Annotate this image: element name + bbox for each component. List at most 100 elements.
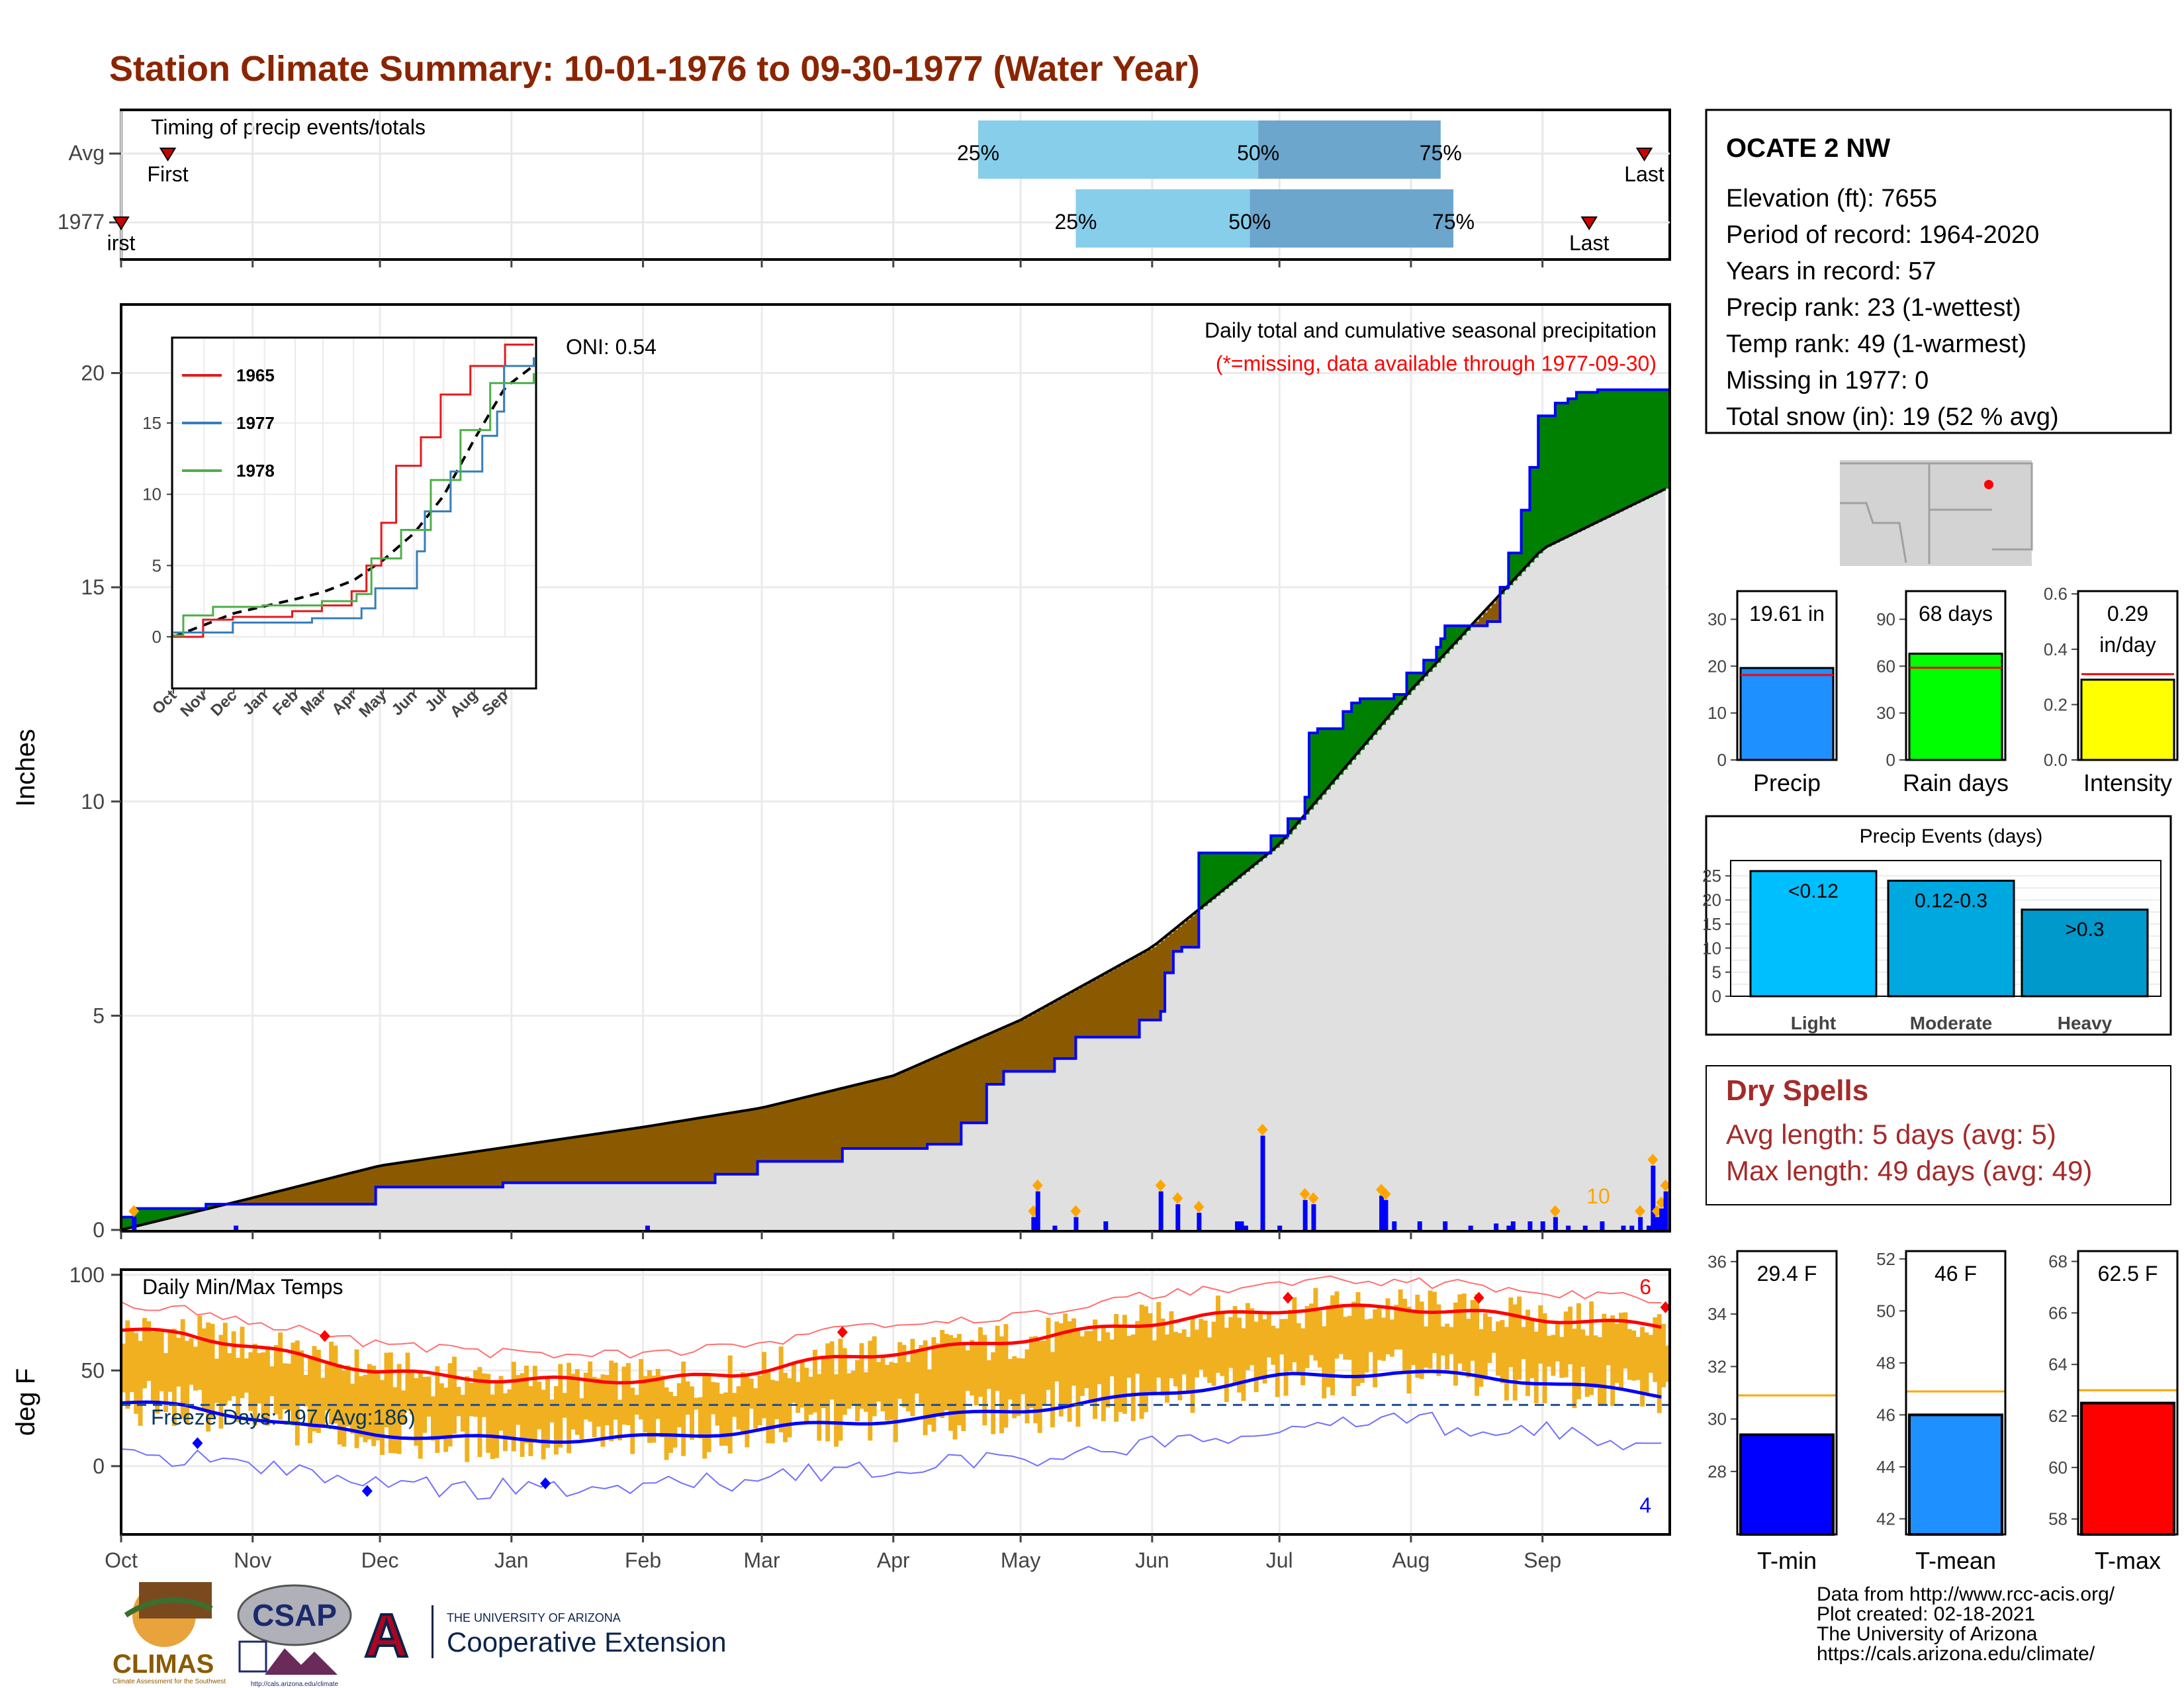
below-normal-band [846,1087,852,1149]
above-normal-band [1661,389,1666,491]
above-normal-band [1665,389,1670,489]
below-normal-band [872,1080,877,1149]
first-event-marker-icon [159,148,177,162]
below-normal-band [541,1142,546,1183]
daily-temp-range-bar [291,1342,296,1426]
daily-temp-range-bar [380,1380,385,1455]
inset-legend-label: 1965 [236,365,275,385]
heavy-event-marker-icon [1299,1188,1310,1200]
below-normal-band [690,1119,695,1183]
above-normal-band [1253,853,1259,865]
below-normal-band [850,1086,856,1149]
below-normal-band [974,1040,979,1123]
daily-precip-bar [1243,1225,1248,1230]
daily-precip-bar [1175,1204,1181,1230]
daily-temp-range-bar [1602,1313,1607,1406]
daily-temp-range-bar [1046,1317,1051,1390]
daily-temp-range-bar [1042,1340,1047,1406]
daily-temp-range-bar [477,1367,482,1458]
above-normal-band [1653,389,1658,495]
daily-temp-range-bar [944,1333,949,1411]
below-normal-band [698,1118,703,1183]
below-normal-band [549,1141,555,1183]
daily-temp-range-bar [952,1337,958,1440]
daily-temp-range-bar [588,1361,593,1422]
stat-ytick-label: 0 [1717,750,1727,770]
below-normal-band [1186,919,1191,947]
heavy-event-marker-icon [1070,1205,1081,1217]
daily-precip-bar [1651,1165,1656,1230]
daily-temp-range-bar [1461,1293,1467,1372]
above-normal-band [1648,389,1653,497]
below-normal-band [507,1147,512,1183]
below-normal-band [567,1138,572,1183]
below-normal-band [621,1130,627,1183]
heavy-event-marker-icon [1308,1192,1319,1205]
above-normal-band [1657,389,1662,493]
daily-temp-range-bar [312,1346,317,1432]
below-normal-band [367,1168,372,1205]
daily-temp-range-bar [1262,1319,1267,1384]
stat-category-label: Intensity [2083,769,2172,796]
below-normal-band [1097,977,1102,1037]
below-normal-band [363,1170,368,1205]
below-normal-band [876,1080,882,1149]
above-normal-band [1364,698,1369,745]
above-normal-band [1517,553,1522,577]
daily-temp-range-bar [201,1328,206,1411]
daily-temp-range-bar [961,1343,966,1431]
daily-temp-range-bar [774,1381,780,1419]
daily-temp-range-bar [1181,1329,1187,1375]
stat-value-bar [1908,652,2003,761]
above-normal-band [1635,389,1641,504]
below-normal-band [439,1156,444,1188]
below-normal-band [685,1120,690,1183]
daily-temp-range-bar [176,1337,181,1387]
daily-temp-range-bar [970,1340,975,1396]
daily-precip-bar [1103,1221,1109,1230]
daily-temp-range-bar [1496,1321,1501,1376]
below-normal-band [1194,913,1199,947]
daily-temp-range-bar [736,1386,741,1430]
station-name: OCATE 2 NW [1726,134,1890,163]
daily-temp-range-bar [1466,1319,1471,1378]
below-normal-band [1496,598,1501,622]
quartile-75-label: 75% [1420,141,1462,165]
daily-temp-range-bar [396,1364,402,1454]
daily-temp-range-bar [180,1319,185,1419]
precip-events-panel: Precip Events (days) 0 5 10 15 20 25 <0.12 Ligh… [1702,815,2172,1036]
csap-logo: CSAP http://cals.arizona.edu/climate [237,1584,352,1688]
precip-panel: Inches 0 5 10 15 20 ONI: 0.54 Daily total an… [11,303,1671,1242]
above-normal-band [1330,728,1336,785]
daily-temp-range-bar [825,1343,831,1442]
daily-precip-bar [1646,1225,1651,1230]
daily-temp-range-bar [1538,1305,1543,1364]
above-normal-band [1512,553,1518,581]
heavy-event-marker-icon [1172,1192,1183,1205]
daily-temp-range-bar [1457,1294,1463,1364]
map-state-borders [1840,462,2033,564]
above-normal-band [1347,711,1352,765]
daily-temp-range-bar [197,1315,203,1390]
above-normal-band [1559,402,1565,541]
below-normal-band [1067,994,1072,1059]
inset-series-line-1978 [173,373,535,637]
below-normal-band [829,1091,835,1162]
below-normal-band [345,1174,351,1205]
temp-stat-ytick-label: 62 [2048,1406,2068,1426]
above-normal-band [1313,733,1318,805]
daily-temp-range-bar [469,1383,474,1417]
below-normal-band [1190,916,1195,947]
stat-ytick-label: 20 [1707,656,1727,676]
ua-small-text: THE UNIVERSITY OF ARIZONA [447,1611,621,1624]
below-normal-band [473,1152,478,1188]
daily-precip-bar [1600,1221,1605,1230]
daily-temp-range-bar [1058,1323,1064,1417]
above-normal-band [1453,626,1459,645]
daily-temp-range-bar [1194,1329,1199,1378]
daily-temp-range-bar [931,1337,936,1432]
daily-temp-range-bar [520,1373,525,1457]
daily-temp-range-bar [549,1399,555,1423]
credit-line-1: Plot created: 02-18-2021 [1817,1603,2035,1625]
daily-temp-range-bar [808,1376,813,1415]
